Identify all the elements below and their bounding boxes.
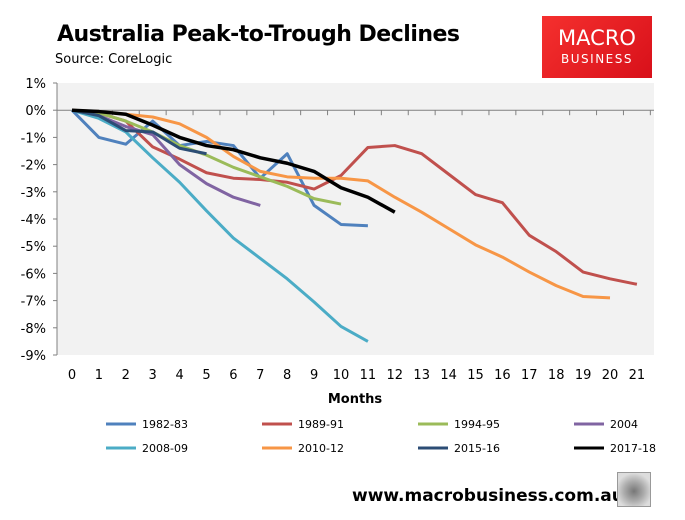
series-line-1982-83 <box>70 109 368 228</box>
x-tick-label: 1 <box>95 368 103 383</box>
series-line-1989-91 <box>71 108 638 286</box>
y-tick-label: 0% <box>25 104 46 119</box>
x-tick-label: 11 <box>360 368 377 383</box>
x-tick-label: 2 <box>122 368 130 383</box>
legend-label: 1982-83 <box>142 418 188 431</box>
legend-item-1994-95[interactable]: 1994-95 <box>418 418 500 431</box>
x-tick-label: 17 <box>521 368 538 383</box>
legend-item-2015-16[interactable]: 2015-16 <box>418 442 500 455</box>
legend-item-1982-83[interactable]: 1982-83 <box>106 418 188 431</box>
x-tick-label: 15 <box>467 368 484 383</box>
y-tick-label: -8% <box>21 322 46 337</box>
x-axis-label: Months <box>328 392 383 407</box>
line-chart: 1%0%-1%-2%-3%-4%-5%-6%-7%-8%-9%0 1 2 3 4 5 6 7 8… <box>21 77 656 455</box>
y-tick-label: 1% <box>25 77 46 92</box>
x-tick-label: 13 <box>413 368 430 383</box>
series-line-2015-16 <box>71 108 207 156</box>
legend-item-2010-12[interactable]: 2010-12 <box>262 442 344 455</box>
y-tick-label: -2% <box>21 159 46 174</box>
y-tick-label: -6% <box>21 267 46 282</box>
x-tick-label: 12 <box>387 368 404 383</box>
legend-item-1989-91[interactable]: 1989-91 <box>262 418 344 431</box>
legend-item-2017-18[interactable]: 2017-18 <box>574 442 656 455</box>
x-tick-label: 16 <box>494 368 511 383</box>
x-tick-label: 8 <box>283 368 291 383</box>
x-tick-label: 21 <box>629 368 646 383</box>
legend-label: 2017-18 <box>610 442 656 455</box>
chart-title: Australia Peak-to-Trough Declines <box>57 22 460 47</box>
x-tick-label: 10 <box>333 368 350 383</box>
x-tick-label: 9 <box>310 368 318 383</box>
y-tick-label: -7% <box>21 295 46 310</box>
x-tick-label: 0 <box>68 368 76 383</box>
x-tick-label: 4 <box>175 368 183 383</box>
series-line-2010-12 <box>71 108 611 300</box>
macrobusiness-logo: MACRO BUSINESS <box>542 16 652 78</box>
series-line-1994-95 <box>71 108 342 206</box>
legend-label: 2004 <box>610 418 638 431</box>
series-line-2017-18 <box>71 108 396 214</box>
legend-label: 2010-12 <box>298 442 344 455</box>
y-tick-label: -9% <box>21 349 46 364</box>
legend-label: 1989-91 <box>298 418 344 431</box>
legend-item-2004[interactable]: 2004 <box>574 418 638 431</box>
legend-item-2008-09[interactable]: 2008-09 <box>106 442 188 455</box>
x-tick-label: 19 <box>575 368 592 383</box>
y-tick-label: -5% <box>21 240 46 255</box>
wolf-logo-icon <box>617 472 651 507</box>
legend-label: 1994-95 <box>454 418 500 431</box>
x-tick-label: 14 <box>440 368 457 383</box>
chart-subtitle: Source: CoreLogic <box>55 52 173 67</box>
x-tick-label: 18 <box>548 368 565 383</box>
x-tick-label: 6 <box>229 368 237 383</box>
x-tick-label: 20 <box>602 368 619 383</box>
y-tick-label: -1% <box>21 131 46 146</box>
legend-label: 2015-16 <box>454 442 500 455</box>
y-tick-label: -4% <box>21 213 46 228</box>
logo-line2: BUSINESS <box>561 52 633 66</box>
logo-line1: MACRO <box>558 26 636 50</box>
x-tick-label: 5 <box>202 368 210 383</box>
x-tick-label: 7 <box>256 368 264 383</box>
y-tick-label: -3% <box>21 186 46 201</box>
footer-url[interactable]: www.macrobusiness.com.au <box>352 486 624 506</box>
x-tick-label: 3 <box>149 368 157 383</box>
legend-label: 2008-09 <box>142 442 188 455</box>
